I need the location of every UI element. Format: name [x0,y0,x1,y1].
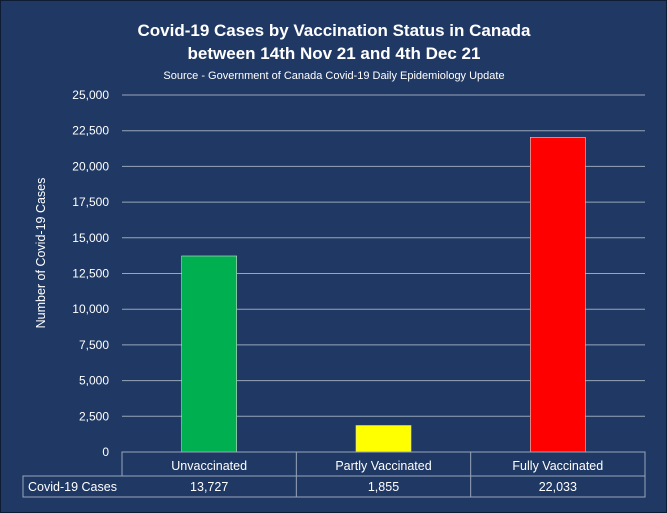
y-tick-label: 7,500 [79,338,109,352]
y-axis-label: Number of Covid-19 Cases [34,178,48,329]
chart-title-line-2: between 14th Nov 21 and 4th Dec 21 [188,44,481,63]
x-tick-label: Partly Vaccinated [335,459,431,473]
y-tick-labels: 0 2,500 5,000 7,500 10,000 12,500 15,000 17,500… [72,88,109,459]
y-tick-label: 12,500 [72,267,109,281]
bars [181,137,586,453]
bar-partly-vaccinated [355,425,412,453]
y-tick-label: 22,500 [72,124,109,138]
y-tick-label: 5,000 [79,374,109,388]
y-tick-label: 0 [102,445,109,459]
y-tick-label: 2,500 [79,409,109,423]
y-tick-label: 20,000 [72,159,109,173]
bar-unvaccinated [181,255,237,453]
y-tick-label: 15,000 [72,231,109,245]
data-value-cell: 22,033 [539,480,577,494]
chart-subtitle: Source - Government of Canada Covid-19 D… [163,70,504,82]
data-value-cell: 13,727 [190,480,228,494]
x-tick-label: Unvaccinated [171,459,247,473]
data-value-cell: 1,855 [368,480,399,494]
y-tick-label: 17,500 [72,195,109,209]
y-tick-label: 10,000 [72,302,109,316]
y-tick-label: 25,000 [72,88,109,102]
x-tick-label: Fully Vaccinated [512,459,603,473]
bar-fully-vaccinated [530,137,586,453]
data-table: Covid-19 Cases Unvaccinated 13,727 Partly V… [22,451,646,498]
series-name-cell: Covid-19 Cases [28,480,117,494]
chart-title: Covid-19 Cases by Vaccination Status in … [137,21,531,40]
